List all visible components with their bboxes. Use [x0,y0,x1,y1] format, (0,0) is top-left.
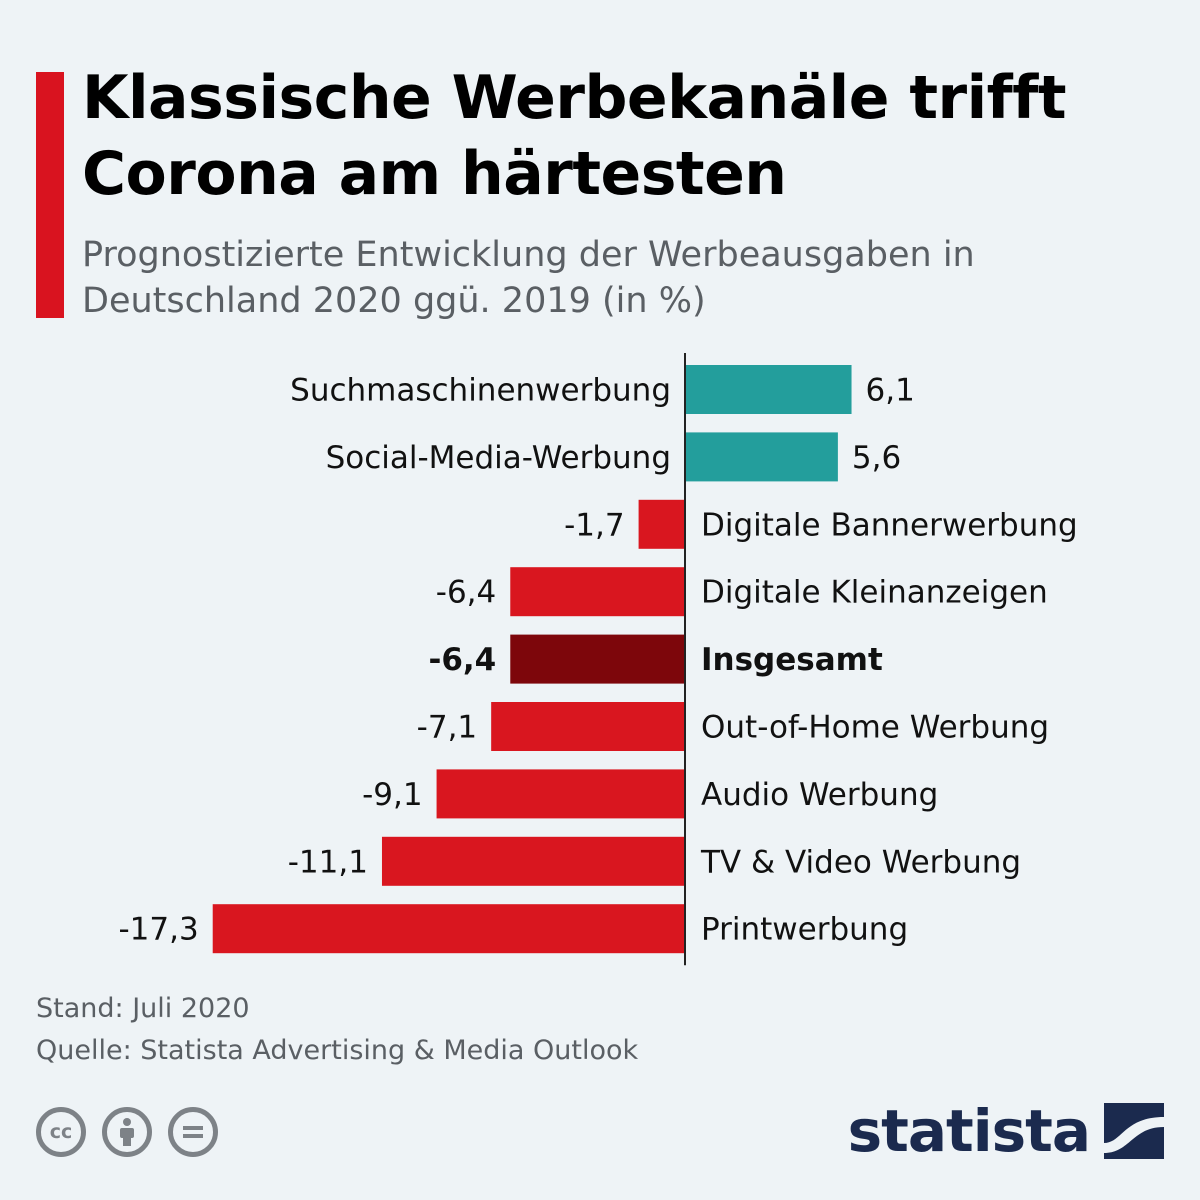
chart-title: Klassische Werbekanäle trifft Corona am … [82,63,1067,209]
value-label-printwerbung: -17,3 [118,912,198,948]
bar-out-of-home-werbung [491,702,685,751]
category-label-audio-werbung: Audio Werbung [701,777,938,813]
chart-subtitle: Prognostizierte Entwicklung der Werbeaus… [82,235,975,321]
value-label-suchmaschinenwerbung: 6,1 [866,373,915,409]
category-label-tv-video-werbung: TV & Video Werbung [700,844,1021,880]
bar-audio-werbung [436,769,685,819]
value-label-insgesamt: -6,4 [428,642,496,678]
bar-suchmaschinenwerbung [685,365,852,414]
category-label-printwerbung: Printwerbung [701,912,908,948]
attribution-icon[interactable] [102,1107,152,1157]
equals-icon [183,1126,203,1138]
value-label-digitale-kleinanzeigen: -6,4 [436,575,497,611]
category-label-suchmaschinenwerbung: Suchmaschinenwerbung [290,373,671,409]
bar-digitale-bannerwerbung [638,499,685,549]
value-label-out-of-home-werbung: -7,1 [417,710,478,746]
bar-tv-video-werbung [381,836,685,886]
stand-date: Stand: Juli 2020 [36,993,250,1024]
bar-digitale-kleinanzeigen [510,567,685,617]
bar-printwerbung [212,904,685,954]
value-label-digitale-bannerwerbung: -1,7 [564,507,625,543]
category-label-digitale-bannerwerbung: Digitale Bannerwerbung [701,507,1078,543]
value-label-audio-werbung: -9,1 [362,777,423,813]
category-label-social-media-werbung: Social-Media-Werbung [326,440,671,476]
accent-bar [36,72,64,318]
category-label-digitale-kleinanzeigen: Digitale Kleinanzeigen [701,575,1048,611]
license-icons: cc [36,1107,218,1157]
no-derivatives-icon[interactable] [168,1107,218,1157]
person-icon [120,1118,134,1146]
brand-name: statista [847,1097,1091,1165]
source-note: Quelle: Statista Advertising & Media Out… [36,1035,639,1066]
value-label-tv-video-werbung: -11,1 [288,844,368,880]
category-label-out-of-home-werbung: Out-of-Home Werbung [701,710,1049,746]
statista-brand[interactable]: statista [848,1097,1164,1165]
footer: Stand: Juli 2020 Quelle: Statista Advert… [36,988,638,1072]
cc-icon[interactable]: cc [36,1107,86,1157]
statista-logo-icon [1104,1103,1164,1159]
category-label-insgesamt: Insgesamt [701,642,883,678]
bar-insgesamt [510,634,685,684]
bar-social-media-werbung [685,432,838,482]
value-label-social-media-werbung: 5,6 [852,440,901,476]
